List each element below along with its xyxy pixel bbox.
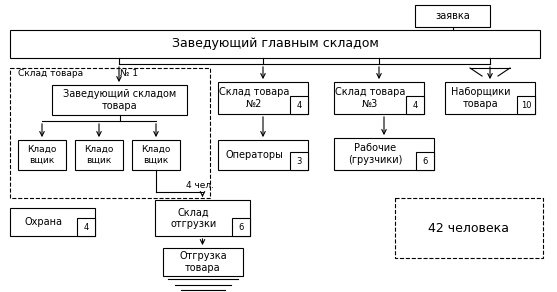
Text: Охрана: Охрана xyxy=(25,217,62,227)
Text: Операторы: Операторы xyxy=(225,150,283,160)
Bar xyxy=(155,200,250,236)
Bar xyxy=(290,152,308,170)
Text: 6: 6 xyxy=(238,223,244,232)
Text: Склад
отгрузки: Склад отгрузки xyxy=(170,207,217,229)
Bar xyxy=(10,68,210,198)
Text: 4: 4 xyxy=(84,223,89,232)
Bar xyxy=(18,140,66,170)
Bar xyxy=(517,96,535,114)
Bar xyxy=(334,138,434,170)
Text: 4: 4 xyxy=(296,100,302,110)
Text: № 1: № 1 xyxy=(120,69,138,79)
Text: заявка: заявка xyxy=(435,11,470,21)
Text: 42 человека: 42 человека xyxy=(428,222,510,234)
Text: Склад товара: Склад товара xyxy=(18,69,83,79)
Bar xyxy=(415,5,490,27)
Text: 4 чел.: 4 чел. xyxy=(186,182,214,190)
Bar xyxy=(10,30,540,58)
Bar xyxy=(232,218,250,236)
Text: Кладо
вщик: Кладо вщик xyxy=(84,145,114,165)
Bar xyxy=(445,82,535,114)
Bar xyxy=(395,198,543,258)
Bar xyxy=(132,140,180,170)
Text: Рабочие
(грузчики): Рабочие (грузчики) xyxy=(348,143,402,165)
Bar xyxy=(218,82,308,114)
Text: 10: 10 xyxy=(521,100,531,110)
Bar xyxy=(163,248,243,276)
Text: Кладо
вщик: Кладо вщик xyxy=(141,145,170,165)
Bar xyxy=(406,96,424,114)
Text: 4: 4 xyxy=(412,100,418,110)
Bar xyxy=(77,218,95,236)
Bar xyxy=(75,140,123,170)
Text: Отгрузка
товара: Отгрузка товара xyxy=(179,251,227,273)
Text: Склад товара
№2: Склад товара №2 xyxy=(219,87,289,109)
Bar xyxy=(334,82,424,114)
Bar xyxy=(218,140,308,170)
Text: 3: 3 xyxy=(296,157,302,166)
Bar xyxy=(290,96,308,114)
Bar xyxy=(52,85,187,115)
Text: Заведующий главным складом: Заведующий главным складом xyxy=(172,37,378,51)
Text: Заведующий складом
товара: Заведующий складом товара xyxy=(63,89,176,111)
Text: Кладо
вщик: Кладо вщик xyxy=(27,145,57,165)
Text: 6: 6 xyxy=(422,157,428,166)
Text: Склад товара
№3: Склад товара №3 xyxy=(335,87,405,109)
Text: Наборщики
товара: Наборщики товара xyxy=(451,87,511,109)
Bar xyxy=(10,208,95,236)
Bar xyxy=(416,152,434,170)
